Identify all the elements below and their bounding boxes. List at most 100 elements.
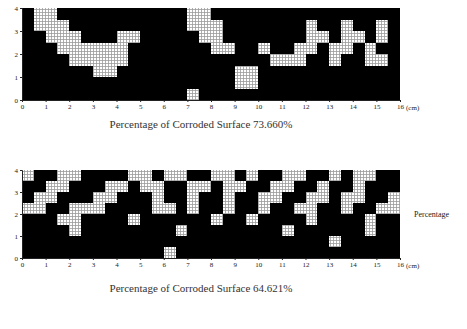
cell (152, 43, 164, 55)
cell (235, 20, 247, 32)
cell (46, 170, 58, 182)
cell (341, 77, 353, 89)
cell (306, 247, 318, 258)
cell (57, 170, 69, 182)
cell (81, 43, 93, 55)
cell (105, 66, 117, 78)
cell (164, 181, 176, 193)
cell (258, 214, 270, 226)
cell (69, 43, 81, 55)
cell (152, 192, 164, 204)
cell (140, 43, 152, 55)
cell (376, 203, 388, 215)
cell (164, 89, 176, 101)
x-tick-label: 12 (303, 103, 311, 111)
cell (57, 8, 69, 20)
cell (34, 192, 46, 204)
x-tick-mark (164, 100, 165, 102)
cell (341, 192, 353, 204)
cell (81, 203, 93, 215)
cell (317, 8, 329, 20)
cell (152, 31, 164, 43)
cell (270, 20, 282, 32)
cell (199, 225, 211, 237)
cell (152, 203, 164, 215)
cell (46, 89, 58, 101)
cell (376, 225, 388, 237)
x-tick-label: 4 (115, 103, 119, 111)
cell (69, 203, 81, 215)
cell (176, 236, 188, 248)
cell (69, 77, 81, 89)
cell (282, 31, 294, 43)
x-tick: 5 (139, 100, 143, 111)
x-tick-label: 10 (255, 103, 263, 111)
x-tick-mark (187, 100, 188, 102)
cell (388, 236, 400, 248)
x-tick-mark (306, 258, 307, 260)
cell (211, 247, 223, 258)
x-tick-label: 4 (115, 261, 119, 269)
cell (329, 170, 341, 182)
x-tick-label: 7 (186, 261, 190, 269)
cell (341, 20, 353, 32)
cell (282, 8, 294, 20)
cell (81, 20, 93, 32)
cell (246, 66, 258, 78)
cell (306, 170, 318, 182)
x-tick-mark (258, 258, 259, 260)
cell (353, 203, 365, 215)
cell (46, 225, 58, 237)
x-tick-mark (400, 258, 401, 260)
cell (176, 8, 188, 20)
cell (69, 181, 81, 193)
cell (211, 170, 223, 182)
cell (69, 20, 81, 32)
cell (105, 77, 117, 89)
cell (34, 181, 46, 193)
cell (282, 192, 294, 204)
cell (128, 247, 140, 258)
cell (140, 181, 152, 193)
cell (388, 8, 400, 20)
cell (57, 20, 69, 32)
cell (365, 192, 377, 204)
cell (81, 31, 93, 43)
cell (152, 20, 164, 32)
cell (93, 247, 105, 258)
cell (128, 236, 140, 248)
y-tick: 0 (15, 97, 23, 105)
cell (69, 247, 81, 258)
cell (306, 31, 318, 43)
x-tick-mark (46, 100, 47, 102)
cell (176, 89, 188, 101)
cell (105, 192, 117, 204)
cell (306, 225, 318, 237)
x-tick: 13 (326, 100, 334, 111)
cell (199, 43, 211, 55)
cell (329, 20, 341, 32)
cell (353, 20, 365, 32)
cell (176, 225, 188, 237)
cell (282, 170, 294, 182)
cell (353, 89, 365, 101)
cell (81, 214, 93, 226)
cell (246, 77, 258, 89)
cell (341, 43, 353, 55)
cell (176, 214, 188, 226)
cell (34, 8, 46, 20)
cell (152, 54, 164, 66)
cell (152, 236, 164, 248)
cell (306, 54, 318, 66)
cell (93, 43, 105, 55)
cell (164, 31, 176, 43)
cell (152, 247, 164, 258)
x-tick-mark (140, 258, 141, 260)
cell (187, 247, 199, 258)
cell (140, 66, 152, 78)
cell (388, 31, 400, 43)
cell (223, 247, 235, 258)
x-tick-label: 14 (350, 103, 358, 111)
cell (140, 225, 152, 237)
cell (117, 214, 129, 226)
